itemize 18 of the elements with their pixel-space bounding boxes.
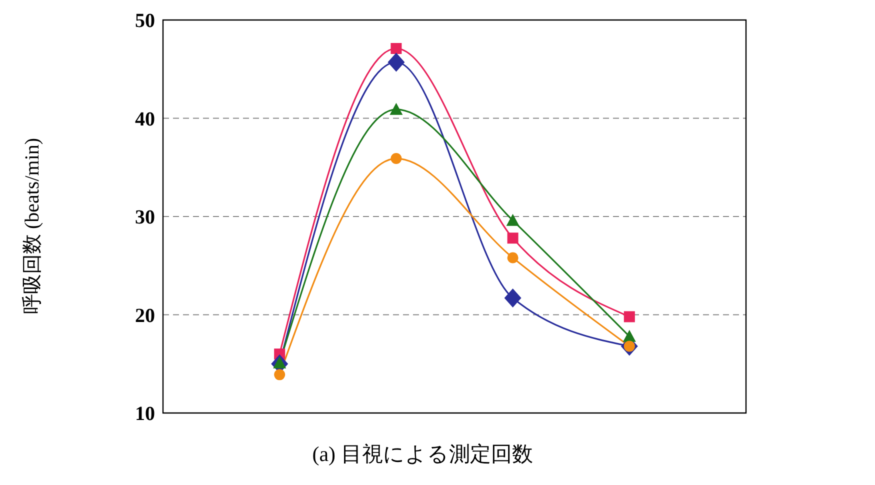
point [388, 52, 405, 72]
y-tick-label: 30 [135, 206, 155, 229]
point [390, 102, 403, 115]
point [506, 214, 520, 226]
x-axis-title: (a) 目視による測定回数 [311, 441, 534, 468]
point [507, 252, 518, 264]
y-tick-label: 20 [135, 304, 155, 327]
y-axis-title: 呼吸回数 (beats/min) [20, 138, 44, 314]
point [274, 369, 286, 380]
y-tick-label: 40 [135, 108, 155, 130]
point [507, 232, 518, 244]
point [390, 153, 402, 164]
point [504, 288, 522, 308]
point [622, 330, 636, 342]
y-tick-label: 50 [135, 10, 155, 32]
point [390, 42, 402, 54]
point [624, 311, 635, 322]
y-tick-label: 10 [135, 403, 155, 426]
